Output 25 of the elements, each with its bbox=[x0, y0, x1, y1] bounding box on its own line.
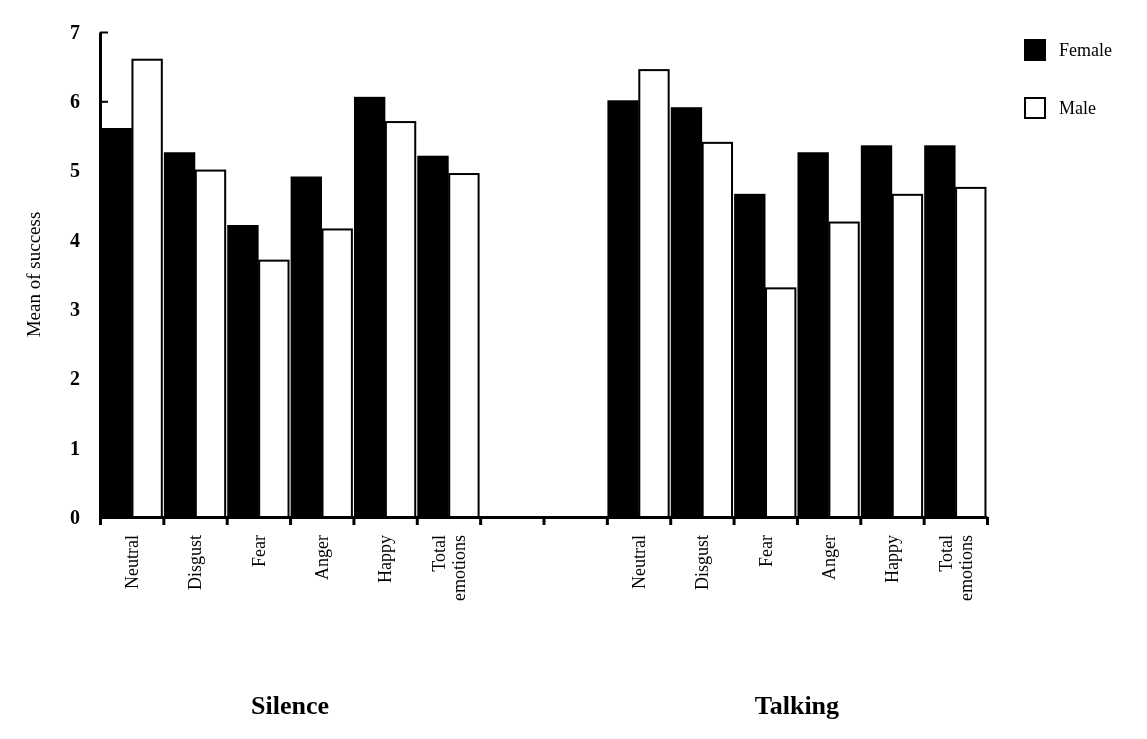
y-tick-label: 1 bbox=[70, 436, 80, 459]
x-tick-label: Total emotions bbox=[428, 535, 469, 601]
y-tick-label: 5 bbox=[70, 159, 80, 182]
x-tick-label: Fear bbox=[248, 535, 269, 567]
y-tick-label: 6 bbox=[70, 90, 80, 113]
x-tick-label: Anger bbox=[818, 535, 839, 580]
y-tick-label: 3 bbox=[70, 298, 80, 321]
x-tick-label: Anger bbox=[312, 535, 333, 580]
y-tick-label: 0 bbox=[70, 505, 80, 528]
legend-label: Female bbox=[1059, 40, 1112, 60]
x-tick-label: Disgust bbox=[185, 535, 206, 591]
y-tick-label: 7 bbox=[70, 20, 80, 43]
text: Silence bbox=[251, 691, 330, 720]
y-tick-label: 4 bbox=[70, 228, 80, 251]
y-axis-title: Mean of success bbox=[23, 211, 44, 338]
x-tick-label: Neutral bbox=[121, 535, 142, 589]
y-tick-label: 2 bbox=[70, 367, 80, 390]
text: Talking bbox=[754, 691, 840, 720]
x-tick-label: Total emotions bbox=[935, 535, 976, 601]
x-tick-label: Happy bbox=[882, 535, 903, 583]
x-tick-label: Disgust bbox=[692, 535, 713, 591]
x-tick-label: Fear bbox=[755, 535, 776, 567]
x-tick-label: Happy bbox=[375, 535, 396, 583]
x-tick-label: Neutral bbox=[628, 535, 649, 589]
legend-label: Male bbox=[1059, 98, 1096, 118]
